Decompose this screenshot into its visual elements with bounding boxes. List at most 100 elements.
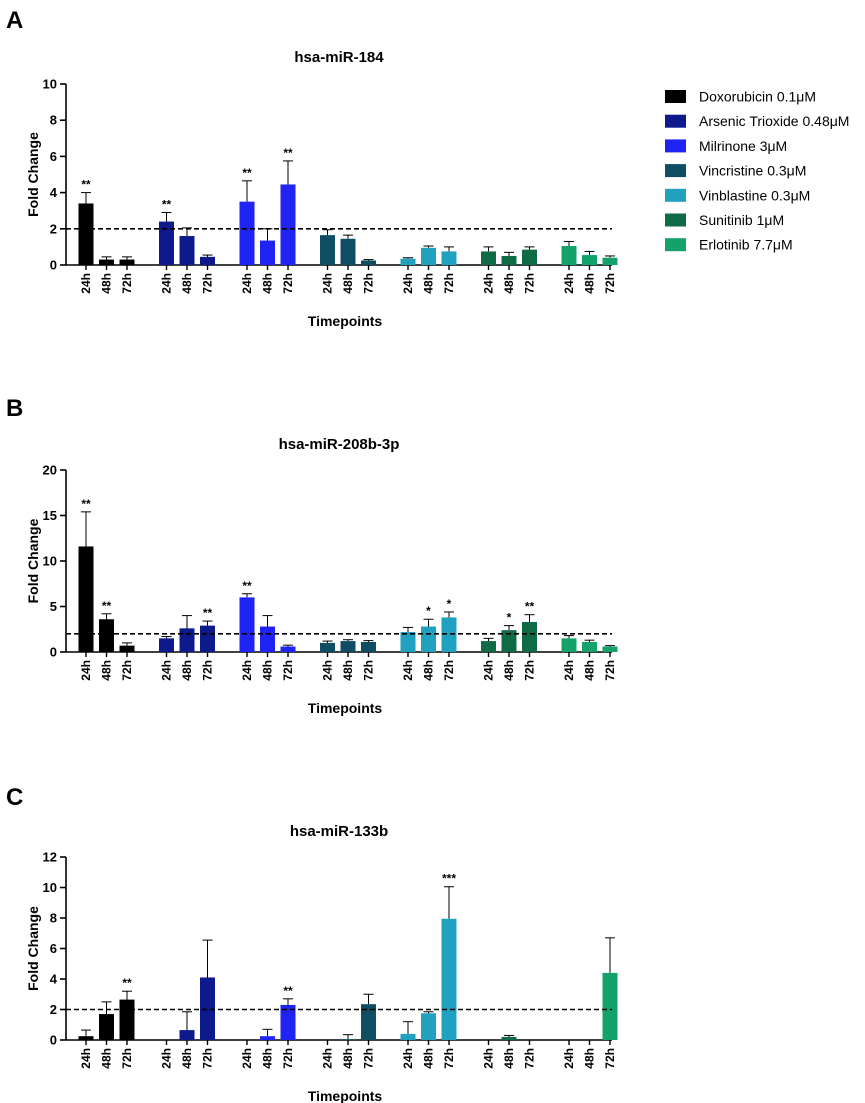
significance-label: **	[525, 600, 535, 614]
bar	[340, 641, 356, 652]
x-tick-label: 48h	[502, 273, 516, 294]
bar	[361, 641, 376, 652]
x-tick-label: 24h	[79, 273, 93, 294]
x-tick-label: 24h	[321, 1048, 335, 1069]
bar	[400, 1033, 416, 1040]
x-tick-label: 24h	[562, 273, 576, 294]
x-tick-label: 48h	[180, 660, 194, 681]
x-tick-label: 72h	[523, 1048, 537, 1069]
bar	[200, 625, 215, 652]
significance-label: *	[426, 604, 431, 618]
chart-title: hsa-miR-184	[294, 49, 384, 66]
x-tick-label: 72h	[442, 1048, 456, 1069]
panel-letter: C	[6, 784, 23, 811]
significance-label: **	[81, 178, 91, 192]
bar	[179, 1030, 195, 1040]
y-tick-label: 15	[43, 508, 57, 523]
x-tick-label: 24h	[562, 660, 576, 681]
bar	[159, 638, 174, 652]
x-tick-label: 72h	[120, 1048, 134, 1069]
bar	[119, 259, 135, 265]
bar	[200, 256, 215, 265]
bar	[239, 597, 255, 652]
x-tick-label: 72h	[523, 273, 537, 294]
x-tick-label: 48h	[261, 1048, 275, 1069]
y-axis-label: Fold Change	[25, 906, 41, 991]
x-tick-label: 72h	[442, 660, 456, 681]
x-tick-label: 72h	[603, 660, 617, 681]
bar	[200, 977, 215, 1040]
y-tick-label: 10	[43, 77, 57, 92]
x-tick-label: 48h	[502, 1048, 516, 1069]
x-tick-label: 48h	[261, 660, 275, 681]
x-tick-label: 24h	[160, 273, 174, 294]
chart-title: hsa-miR-208b-3p	[279, 436, 400, 453]
legend: Doxorubicin 0.1μM Arsenic Trioxide 0.48μM…	[665, 89, 849, 253]
bar	[522, 249, 537, 265]
y-tick-label: 4	[50, 185, 58, 200]
y-tick-label: 10	[43, 554, 57, 569]
x-tick-label: 72h	[603, 1048, 617, 1069]
x-tick-label: 48h	[422, 273, 436, 294]
bar	[260, 1036, 275, 1040]
bar	[561, 638, 577, 652]
x-tick-label: 72h	[362, 273, 376, 294]
bar	[280, 646, 296, 652]
x-axis-label: Timepoints	[308, 700, 383, 716]
x-tick-label: 48h	[583, 1048, 597, 1069]
x-tick-label: 48h	[422, 660, 436, 681]
bar	[400, 631, 416, 652]
x-tick-label: 48h	[583, 273, 597, 294]
bar	[361, 260, 376, 265]
bar	[602, 257, 618, 265]
significance-label: ***	[442, 872, 456, 886]
bar	[78, 203, 94, 265]
bar	[320, 235, 335, 265]
x-tick-label: 48h	[100, 273, 114, 294]
bar	[320, 642, 335, 652]
chart-title: hsa-miR-133b	[290, 823, 388, 840]
x-tick-label: 24h	[482, 273, 496, 294]
x-tick-label: 24h	[79, 1048, 93, 1069]
legend-swatch	[665, 164, 686, 178]
x-tick-label: 72h	[362, 660, 376, 681]
y-tick-label: 0	[50, 1033, 57, 1048]
x-tick-label: 48h	[422, 1048, 436, 1069]
significance-label: **	[81, 497, 91, 511]
x-tick-label: 24h	[160, 660, 174, 681]
x-tick-label: 24h	[79, 660, 93, 681]
x-tick-label: 48h	[180, 1048, 194, 1069]
bar	[481, 641, 496, 652]
y-axis-label: Fold Change	[25, 518, 41, 603]
x-tick-label: 24h	[401, 660, 415, 681]
bar	[522, 621, 537, 652]
legend-label: Arsenic Trioxide 0.48μM	[699, 113, 849, 129]
x-tick-label: 48h	[100, 1048, 114, 1069]
x-tick-label: 48h	[100, 660, 114, 681]
significance-label: **	[122, 976, 132, 990]
x-tick-label: 72h	[281, 273, 295, 294]
significance-label: *	[447, 597, 452, 611]
bar	[280, 1004, 296, 1040]
x-tick-label: 24h	[240, 1048, 254, 1069]
panel-letter: A	[6, 7, 23, 34]
legend-swatch	[665, 139, 686, 153]
legend-label: Erlotinib 7.7μM	[699, 237, 793, 253]
x-tick-label: 72h	[201, 1048, 215, 1069]
x-tick-label: 24h	[240, 273, 254, 294]
bar	[561, 245, 577, 265]
bar	[421, 1013, 436, 1040]
x-tick-label: 48h	[180, 273, 194, 294]
x-tick-label: 24h	[482, 660, 496, 681]
x-tick-label: 24h	[321, 660, 335, 681]
bar	[501, 255, 517, 265]
bar	[280, 184, 296, 265]
x-tick-label: 48h	[341, 1048, 355, 1069]
x-tick-label: 72h	[201, 273, 215, 294]
y-tick-label: 0	[50, 258, 57, 273]
y-tick-label: 6	[50, 149, 57, 164]
legend-swatch	[665, 188, 686, 202]
bar	[602, 646, 618, 652]
x-tick-label: 24h	[321, 273, 335, 294]
